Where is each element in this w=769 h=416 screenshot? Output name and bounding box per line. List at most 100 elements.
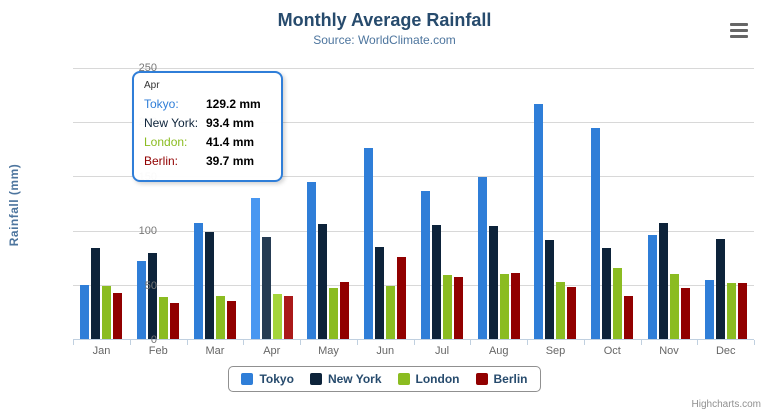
x-axis-label-mar: Mar bbox=[205, 345, 225, 357]
column-tokyo-jan[interactable] bbox=[80, 284, 90, 339]
x-axis-tick bbox=[413, 340, 415, 345]
column-berlin-oct[interactable] bbox=[624, 296, 634, 339]
legend: Tokyo New York London Berlin bbox=[0, 366, 769, 392]
column-tokyo-dec[interactable] bbox=[704, 279, 714, 339]
legend-label: Berlin bbox=[493, 372, 528, 386]
legend-label: Tokyo bbox=[259, 372, 294, 386]
column-london-nov[interactable] bbox=[669, 274, 679, 339]
column-berlin-sep[interactable] bbox=[567, 287, 577, 339]
column-berlin-may[interactable] bbox=[340, 281, 350, 339]
x-axis-tick bbox=[640, 340, 642, 345]
column-berlin-mar[interactable] bbox=[226, 301, 236, 339]
column-tokyo-oct[interactable] bbox=[591, 127, 601, 339]
column-tokyo-apr[interactable] bbox=[250, 198, 260, 339]
x-axis-label-apr: Apr bbox=[263, 345, 281, 357]
y-axis-tick-label: 150 bbox=[138, 170, 157, 183]
column-berlin-jun[interactable] bbox=[397, 256, 407, 339]
column-tokyo-jun[interactable] bbox=[364, 147, 374, 339]
column-new-york-jul[interactable] bbox=[431, 224, 441, 339]
column-tokyo-sep[interactable] bbox=[534, 103, 544, 339]
y-axis-tick-label: 0 bbox=[150, 334, 157, 346]
column-new-york-oct[interactable] bbox=[602, 248, 612, 339]
column-tokyo-nov[interactable] bbox=[647, 235, 657, 339]
column-new-york-may[interactable] bbox=[318, 223, 328, 339]
column-new-york-sep[interactable] bbox=[545, 239, 555, 339]
x-axis-label-jul: Jul bbox=[434, 345, 450, 357]
column-london-feb[interactable] bbox=[159, 296, 169, 339]
x-axis-tick bbox=[243, 340, 245, 345]
y-axis-tick-label: 200 bbox=[138, 116, 157, 129]
column-berlin-jan[interactable] bbox=[113, 292, 123, 339]
legend-swatch-icon bbox=[397, 373, 410, 385]
column-berlin-dec[interactable] bbox=[737, 283, 747, 339]
column-tokyo-aug[interactable] bbox=[477, 177, 487, 339]
hamburger-menu-icon bbox=[730, 22, 748, 26]
column-berlin-jul[interactable] bbox=[453, 276, 463, 339]
column-tokyo-jul[interactable] bbox=[420, 191, 430, 339]
x-axis-tick bbox=[186, 340, 188, 345]
column-tokyo-feb[interactable] bbox=[137, 261, 147, 339]
x-axis-label-jan: Jan bbox=[92, 345, 111, 357]
x-axis-tick bbox=[129, 340, 131, 345]
x-axis-tick bbox=[527, 340, 528, 345]
legend-swatch-icon bbox=[241, 373, 254, 385]
legend-swatch-icon bbox=[309, 373, 322, 385]
chart-title: Monthly Average Rainfall bbox=[277, 10, 492, 30]
x-axis-line bbox=[73, 339, 754, 340]
column-london-may[interactable] bbox=[329, 287, 339, 339]
column-london-jan[interactable] bbox=[102, 285, 112, 339]
x-axis-tick bbox=[697, 340, 699, 345]
x-axis-label-sep: Sep bbox=[545, 345, 566, 357]
column-tokyo-may[interactable] bbox=[307, 182, 317, 339]
column-new-york-apr[interactable] bbox=[261, 237, 271, 339]
legend-item-berlin[interactable]: Berlin bbox=[475, 372, 528, 386]
legend-item-tokyo[interactable]: Tokyo bbox=[241, 372, 294, 386]
gridline-200 bbox=[73, 121, 754, 123]
gridline-50 bbox=[73, 285, 754, 287]
column-new-york-jun[interactable] bbox=[375, 247, 385, 339]
column-new-york-jan[interactable] bbox=[91, 248, 101, 339]
credits-link[interactable]: Highcharts.com bbox=[691, 399, 761, 410]
x-axis-tick bbox=[470, 340, 472, 345]
gridline-150 bbox=[73, 176, 754, 178]
column-berlin-aug[interactable] bbox=[510, 273, 520, 339]
column-berlin-nov[interactable] bbox=[680, 288, 690, 339]
column-tokyo-mar[interactable] bbox=[193, 223, 203, 339]
x-axis-label-jun: Jun bbox=[376, 345, 395, 357]
column-new-york-feb[interactable] bbox=[148, 253, 158, 339]
column-london-apr[interactable] bbox=[272, 293, 282, 339]
column-berlin-feb[interactable] bbox=[170, 302, 180, 339]
x-axis-tick bbox=[300, 340, 301, 345]
plot-area bbox=[73, 67, 755, 345]
column-london-mar[interactable] bbox=[215, 296, 225, 339]
column-london-jun[interactable] bbox=[386, 286, 396, 339]
legend-item-new-york[interactable]: New York bbox=[309, 372, 382, 386]
column-new-york-dec[interactable] bbox=[715, 238, 725, 339]
column-berlin-apr[interactable] bbox=[283, 295, 293, 339]
legend-box: Tokyo New York London Berlin bbox=[228, 366, 541, 392]
column-new-york-aug[interactable] bbox=[488, 225, 498, 339]
column-london-aug[interactable] bbox=[499, 274, 509, 339]
x-axis-label-feb: Feb bbox=[148, 345, 168, 357]
x-axis-label-aug: Aug bbox=[488, 345, 509, 357]
chart-subtitle: Source: WorldClimate.com bbox=[313, 33, 456, 47]
column-london-oct[interactable] bbox=[613, 268, 623, 339]
y-axis-tick-label: 250 bbox=[138, 62, 157, 74]
x-axis-label-may: May bbox=[318, 345, 339, 357]
column-london-sep[interactable] bbox=[556, 282, 566, 339]
gridline-100 bbox=[73, 230, 754, 232]
y-axis-tick-label: 50 bbox=[144, 279, 157, 292]
column-new-york-mar[interactable] bbox=[204, 231, 214, 339]
export-menu-button[interactable] bbox=[730, 20, 750, 40]
x-axis-tick bbox=[356, 340, 358, 345]
legend-label: London bbox=[415, 372, 460, 386]
column-new-york-nov[interactable] bbox=[658, 223, 668, 339]
x-axis-tick bbox=[754, 340, 755, 345]
gridline-250 bbox=[73, 67, 754, 69]
column-london-jul[interactable] bbox=[442, 274, 452, 339]
hamburger-menu-icon bbox=[730, 34, 748, 38]
x-axis-tick bbox=[73, 340, 74, 345]
legend-item-london[interactable]: London bbox=[397, 372, 460, 386]
column-london-dec[interactable] bbox=[726, 283, 736, 339]
